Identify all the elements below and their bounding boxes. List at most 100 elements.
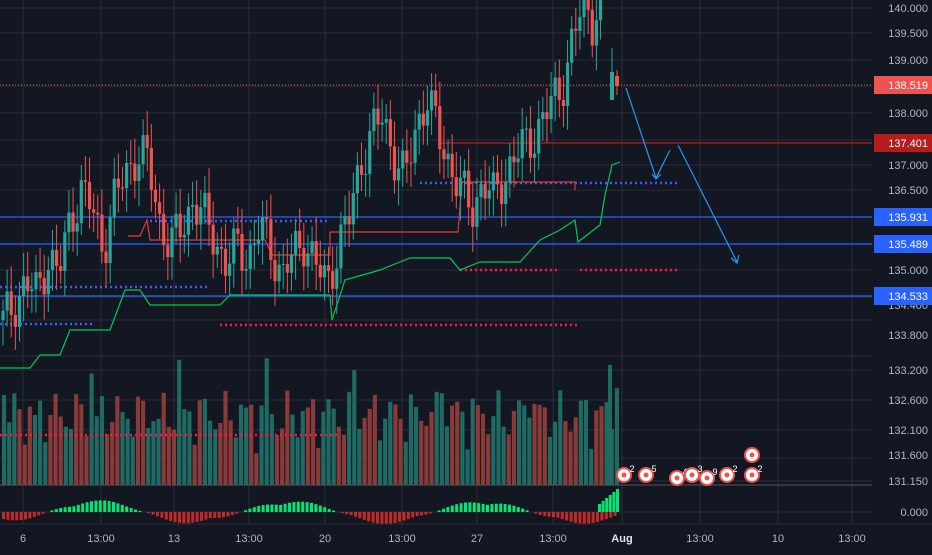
candle-body <box>75 223 79 232</box>
volume-bar <box>388 401 393 485</box>
volume-bar <box>316 448 321 485</box>
candle-body <box>9 291 13 315</box>
volume-bar <box>336 426 341 485</box>
event-marker-count: 5 <box>651 464 656 474</box>
osc-bar <box>261 505 265 512</box>
volume-bar <box>532 403 537 485</box>
candle-body <box>570 28 574 63</box>
candle-body <box>67 212 71 233</box>
osc-bar <box>345 512 349 515</box>
candle-body <box>211 224 215 255</box>
volume-bar <box>238 404 244 485</box>
osc-bar <box>450 505 454 512</box>
osc-bar <box>349 512 353 516</box>
candle-body <box>137 164 141 181</box>
event-marker-dot <box>643 472 649 478</box>
osc-bar <box>94 500 98 512</box>
candle-body <box>347 216 351 225</box>
osc-bar <box>616 489 619 512</box>
candle-body <box>63 232 67 271</box>
osc-bar <box>208 512 212 519</box>
volume-bar <box>32 415 38 485</box>
candle-body <box>182 234 186 238</box>
volume-bar <box>12 393 17 485</box>
osc-bar <box>147 512 151 514</box>
osc-bar <box>252 507 256 512</box>
candle-body <box>574 28 578 32</box>
candle-body <box>335 268 339 289</box>
osc-bar <box>587 512 591 524</box>
candle-body <box>269 219 273 260</box>
volume-bar <box>352 370 357 485</box>
price-badge <box>874 76 932 94</box>
osc-bar <box>217 512 221 518</box>
candle-body <box>495 172 500 185</box>
volume-bar <box>450 405 455 485</box>
volume-bar <box>156 418 161 485</box>
price-badge-label: 134.533 <box>888 291 928 303</box>
candle-body <box>50 249 55 271</box>
osc-bar <box>283 503 287 512</box>
price-tick-label: 131.150 <box>888 476 928 488</box>
volume-bar <box>38 400 43 485</box>
volume-bar <box>480 413 486 485</box>
osc-bar <box>538 512 542 515</box>
time-tick-label: Aug <box>611 533 632 545</box>
time-tick-label: 6 <box>20 533 26 545</box>
candle-body <box>162 213 166 246</box>
candle-body <box>339 224 343 269</box>
volume-bar <box>511 410 516 485</box>
price-tick-label: 133.200 <box>888 365 928 377</box>
volume-bar <box>110 421 115 485</box>
candle-body <box>228 263 232 276</box>
osc-bar <box>402 512 406 521</box>
volume-bar <box>300 410 305 485</box>
event-marker-dot <box>704 475 710 481</box>
osc-bar <box>384 512 388 524</box>
osc-bar <box>481 503 485 512</box>
event-marker-count: 9 <box>712 467 717 477</box>
candle-body <box>376 108 380 125</box>
candle-body <box>372 108 376 132</box>
candle-body <box>289 254 294 273</box>
osc-bar <box>19 512 23 521</box>
osc-bar <box>393 512 397 523</box>
volume-bar <box>249 404 254 485</box>
osc-bar <box>292 502 296 512</box>
candle-body <box>223 248 228 276</box>
candle-body <box>46 270 50 295</box>
osc-bar <box>103 500 107 512</box>
candle-body <box>578 17 582 32</box>
candle-body <box>504 181 508 205</box>
candle-body <box>256 240 261 244</box>
candle-body <box>125 162 129 189</box>
volume-bar <box>120 412 125 485</box>
candle-body <box>219 246 224 249</box>
candle-body <box>232 228 236 264</box>
candle-body <box>248 244 252 269</box>
volume-bar <box>130 436 135 485</box>
volume-bar <box>305 407 310 485</box>
volume-bar <box>161 392 166 485</box>
candle-body <box>22 276 26 297</box>
osc-bar <box>543 512 547 517</box>
price-badge <box>874 208 932 226</box>
volume-bar <box>475 405 480 485</box>
osc-bar <box>244 510 247 512</box>
osc-bar <box>521 508 525 512</box>
candle-body <box>83 180 88 182</box>
volume-bar <box>486 434 491 485</box>
volume-bar <box>444 426 450 485</box>
volume-bar <box>347 391 352 485</box>
candle-body <box>207 192 211 225</box>
osc-bar <box>556 512 560 518</box>
volume-bar <box>146 428 151 485</box>
osc-bar <box>28 512 32 519</box>
candle-body <box>285 263 289 273</box>
volume-bar <box>455 401 460 485</box>
volume-bar <box>141 400 146 485</box>
osc-bar <box>609 512 613 518</box>
candle-body <box>244 268 248 271</box>
